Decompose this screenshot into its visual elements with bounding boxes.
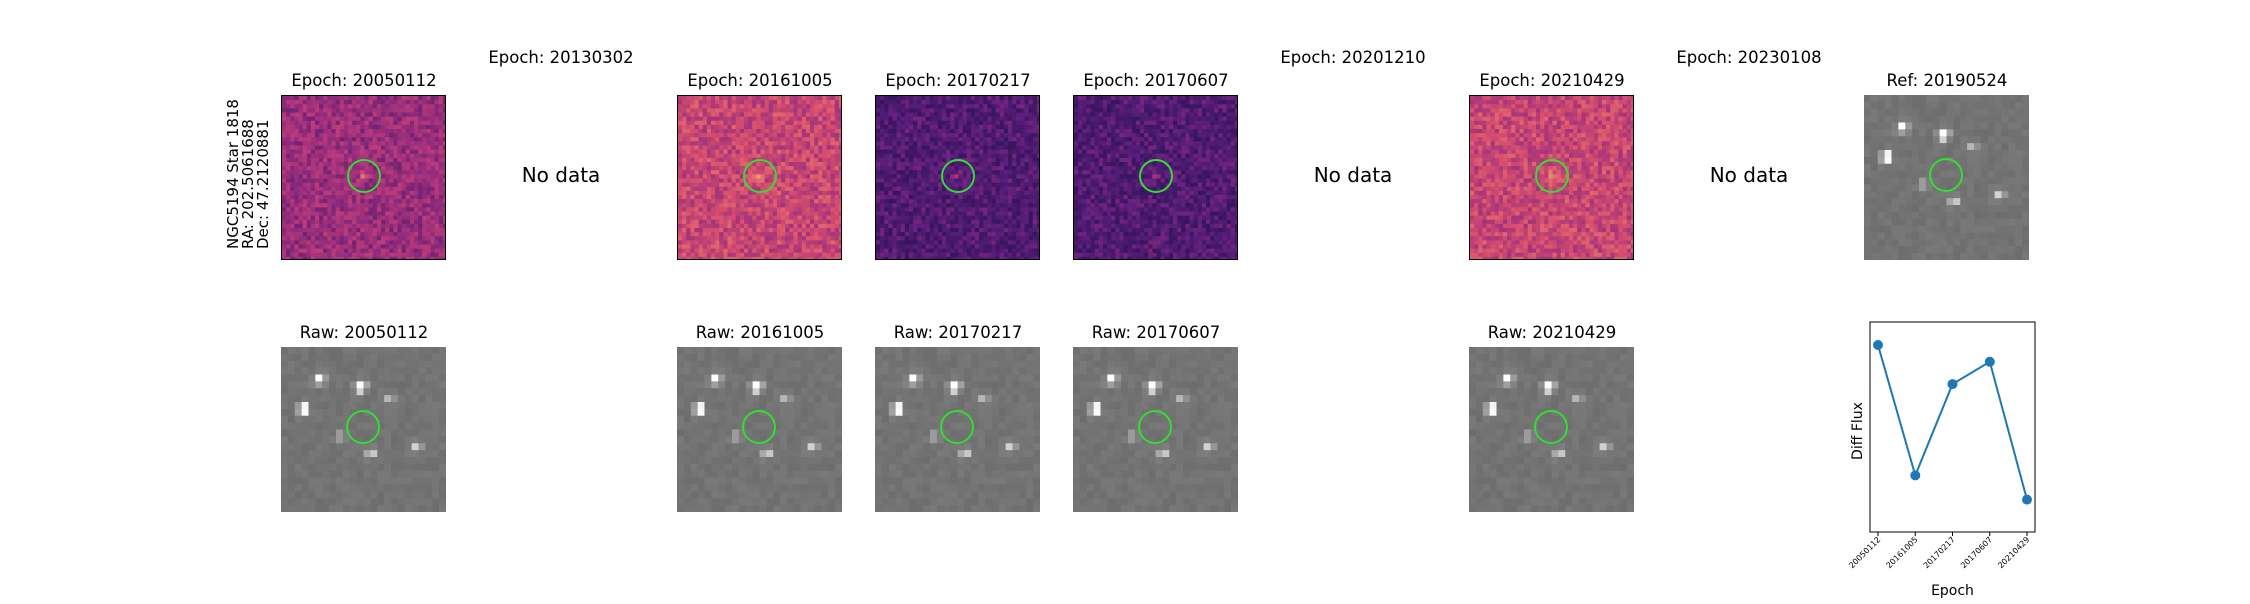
diff-image-20050112	[281, 95, 446, 260]
plot-frame	[1870, 322, 2035, 532]
raw-image-20161005	[677, 347, 842, 512]
data-point-20210429	[2022, 495, 2032, 505]
ref-image-20190524	[1864, 95, 2029, 260]
epoch-title-2: Epoch: 20130302	[441, 48, 681, 67]
x-axis-label: Epoch	[1931, 583, 1974, 599]
x-tick-label: 20170607	[1959, 535, 1994, 570]
epoch-title-1: Epoch: 20050112	[244, 71, 484, 90]
y-axis-label: Diff Flux	[1850, 402, 1866, 460]
x-tick-label: 20210429	[1996, 535, 2031, 570]
epoch-title-8: Epoch: 20230108	[1629, 48, 1869, 67]
x-tick-label: 20170217	[1922, 535, 1957, 570]
nodata-label-2: No data	[1233, 163, 1473, 187]
raw-image-20210429	[1469, 347, 1634, 512]
diff-image-20170217	[875, 95, 1040, 260]
raw-title-4: Raw: 20170607	[1036, 323, 1276, 342]
x-tick-label: 20050112	[1847, 535, 1882, 570]
diff-image-20210429	[1469, 95, 1634, 260]
nodata-label-1: No data	[441, 163, 681, 187]
diff-image-20170607	[1073, 95, 1238, 260]
raw-image-20170607	[1073, 347, 1238, 512]
raw-image-20050112	[281, 347, 446, 512]
ref-title: Ref: 20190524	[1827, 71, 2067, 90]
raw-title-5: Raw: 20210429	[1432, 323, 1672, 342]
x-tick-label: 20161005	[1885, 535, 1920, 570]
star-info-label: NGC5194 Star 1818 RA: 202.5061688 Dec: 4…	[222, 107, 282, 257]
epoch-title-6: Epoch: 20201210	[1233, 48, 1473, 67]
epoch-title-7: Epoch: 20210429	[1432, 71, 1672, 90]
raw-title-1: Raw: 20050112	[244, 323, 484, 342]
data-point-20170217	[1948, 379, 1958, 389]
data-point-20050112	[1873, 340, 1883, 350]
data-point-20161005	[1910, 470, 1920, 480]
epoch-title-5: Epoch: 20170607	[1036, 71, 1276, 90]
raw-image-20170217	[875, 347, 1040, 512]
diff-flux-series-line	[1878, 345, 2027, 500]
nodata-label-3: No data	[1629, 163, 1869, 187]
star-dec: Dec: 47.2120881	[254, 119, 272, 249]
data-point-20170607	[1985, 357, 1995, 367]
diff-image-20161005	[677, 95, 842, 260]
